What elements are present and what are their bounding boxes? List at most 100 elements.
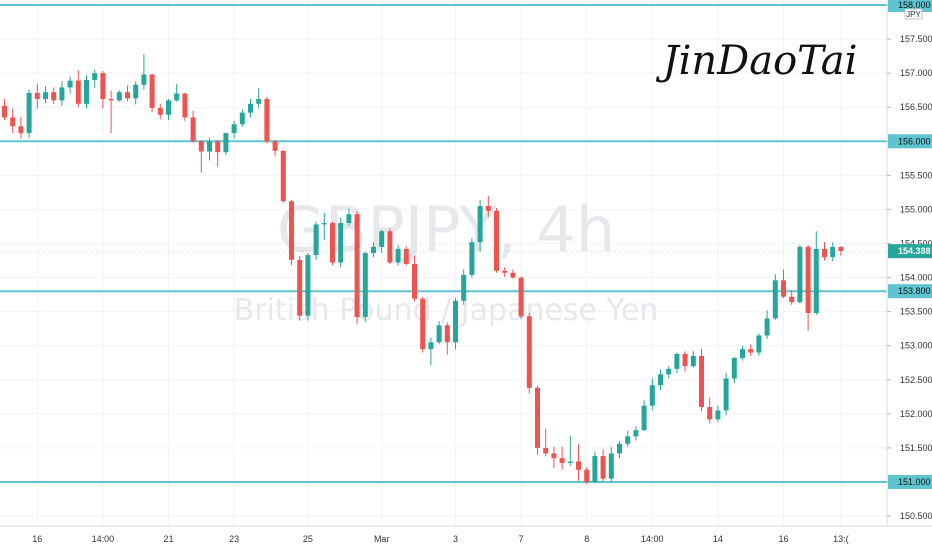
- level-label-bg: [888, 284, 932, 299]
- candle-bullish: [617, 443, 622, 454]
- candle-bearish: [297, 259, 303, 316]
- time-tick-label: Mar: [374, 534, 390, 544]
- level-label: 156.000: [898, 136, 931, 146]
- candle-bullish: [59, 87, 65, 101]
- candle-bullish: [731, 357, 737, 379]
- candle-bullish: [305, 255, 311, 316]
- candle-bearish: [198, 141, 204, 152]
- candle-bullish: [174, 93, 180, 101]
- candle-bullish: [84, 79, 89, 104]
- candle-bearish: [543, 447, 549, 454]
- candle-bearish: [526, 316, 532, 388]
- candle-bearish: [51, 92, 57, 101]
- candle-bearish: [789, 296, 795, 303]
- time-tick-label: 7: [519, 534, 524, 544]
- candle-bullish: [43, 92, 48, 100]
- candle-bearish: [330, 223, 335, 263]
- level-lines: [0, 4, 887, 483]
- candle-bearish: [518, 277, 524, 317]
- level-label: 158.000: [898, 0, 931, 10]
- time-axis: 16 14:00 21 23 25 Mar 3 7 8 14:00 14 16 13:(: [32, 534, 848, 544]
- candle-bullish: [723, 378, 729, 411]
- candle-bullish: [133, 84, 139, 99]
- candle-bearish: [10, 117, 16, 127]
- candle-bearish: [289, 201, 294, 260]
- candle-bearish: [838, 246, 844, 251]
- price-tick-label: 154.500: [900, 239, 932, 249]
- candle-bearish: [190, 117, 196, 142]
- level-labels: 158.000 156.000 153.800 151.000: [888, 0, 932, 489]
- candle-bullish: [715, 410, 721, 420]
- candle-bearish: [584, 469, 590, 482]
- candle-bearish: [75, 80, 81, 104]
- last-price-tag: 154.388: [0, 244, 932, 259]
- price-tick-label: 153.500: [900, 307, 932, 317]
- candle-bearish: [182, 93, 188, 118]
- candle-bearish: [272, 141, 278, 151]
- candle-bullish: [248, 103, 253, 113]
- candle-bullish: [141, 74, 147, 85]
- level-label: 151.000: [898, 477, 931, 487]
- candle-bearish: [149, 74, 155, 108]
- time-tick-label: 14:00: [641, 534, 664, 544]
- candle-bearish: [682, 353, 688, 367]
- candle-bearish: [600, 456, 606, 479]
- candle-bullish: [567, 461, 573, 463]
- candle-bullish: [469, 242, 475, 275]
- candle-bullish: [436, 325, 442, 343]
- candle-bearish: [699, 355, 704, 408]
- candle-bullish: [477, 206, 483, 243]
- candle-bullish: [756, 335, 762, 353]
- candle-bearish: [748, 349, 754, 353]
- candle-bearish: [707, 407, 713, 420]
- candle-bearish: [510, 272, 516, 278]
- time-tick-label: 13:(: [833, 534, 849, 544]
- candle-bearish: [387, 231, 393, 263]
- candle-bullish: [740, 349, 745, 358]
- currency-label: JPY: [906, 10, 921, 19]
- candle-bullish: [395, 248, 401, 263]
- candle-bearish: [34, 92, 40, 100]
- candle-bullish: [362, 253, 368, 318]
- level-label: 153.800: [898, 286, 931, 296]
- candle-bearish: [781, 280, 786, 297]
- candle-bullish: [592, 456, 598, 482]
- candle-bearish: [822, 248, 827, 258]
- candle-bearish: [100, 73, 106, 100]
- watermark-symbol: GBPJPY, 4h: [277, 193, 615, 266]
- candle-bullish: [313, 224, 319, 256]
- candle-bullish: [346, 214, 352, 224]
- price-tick-label: 153.000: [900, 341, 932, 351]
- candle-bearish: [444, 325, 450, 343]
- candle-bullish: [223, 133, 229, 153]
- time-tick-label: 3: [453, 534, 458, 544]
- time-tick-label: 16: [778, 534, 788, 544]
- price-axis-panel: [887, 0, 932, 526]
- candle-bearish: [403, 248, 409, 264]
- candle-bullish: [67, 80, 73, 88]
- candle-bearish: [551, 453, 557, 459]
- candle-bullish: [658, 374, 663, 386]
- price-tick-label: 150.500: [900, 511, 932, 521]
- candle-bearish: [354, 214, 360, 318]
- candle-bearish: [535, 387, 540, 448]
- candle-bearish: [420, 298, 426, 350]
- candle-bullish: [633, 430, 639, 437]
- candle-bearish: [805, 246, 811, 314]
- candle-bullish: [453, 300, 458, 343]
- candle-bearish: [559, 458, 565, 463]
- candle-bearish: [125, 92, 130, 99]
- price-tick-label: 156.500: [900, 102, 932, 112]
- candle-bullish: [116, 92, 122, 101]
- candle-bullish: [461, 274, 467, 301]
- candle-bullish: [797, 246, 803, 303]
- price-tick-label: 152.500: [900, 375, 932, 385]
- candle-bullish: [666, 368, 672, 375]
- candle-bearish: [494, 210, 499, 271]
- candle-bearish: [280, 150, 286, 202]
- candle-bearish: [108, 99, 114, 101]
- candle-bullish: [26, 92, 32, 134]
- candle-bullish: [256, 99, 262, 104]
- candle-bearish: [576, 461, 581, 470]
